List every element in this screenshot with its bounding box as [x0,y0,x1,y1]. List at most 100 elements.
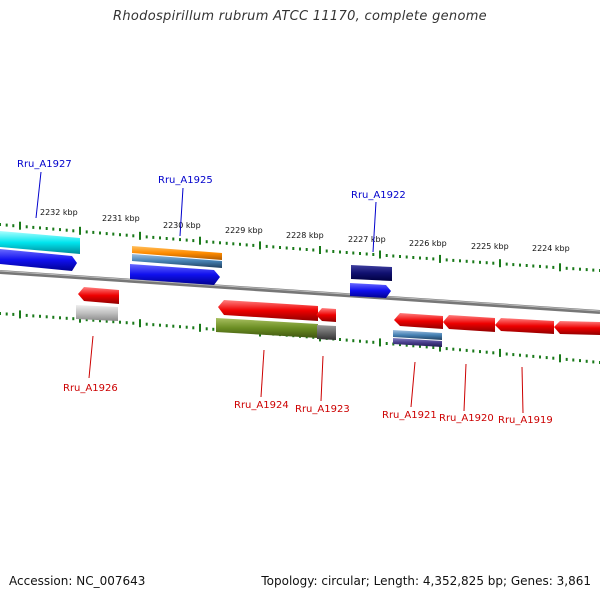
minor-tick [59,316,61,320]
gene-label-reverse[interactable]: Rru_A1921 [382,410,437,421]
minor-tick [172,237,175,241]
minor-tick [419,344,421,348]
gene-feature-red[interactable] [316,308,336,322]
minor-tick [512,353,515,357]
gene-feature-blue[interactable] [0,249,77,271]
major-tick [439,343,441,352]
minor-tick [525,354,528,358]
minor-tick [12,312,15,316]
minor-tick [412,344,415,348]
kbp-label: 2228 kbp [286,231,324,240]
gene-feature-steel[interactable] [393,330,442,340]
minor-tick [172,324,175,328]
gene-feature-gray[interactable] [76,305,118,321]
gene-feature-olive[interactable] [216,318,318,338]
minor-tick [85,318,88,322]
minor-tick [92,318,95,322]
gene-feature-red[interactable] [218,300,318,321]
minor-tick [539,264,541,268]
minor-tick [345,251,348,254]
minor-tick [185,325,188,329]
minor-tick [0,312,1,315]
minor-tick [565,266,568,270]
minor-tick [312,248,315,252]
minor-tick [279,246,281,249]
minor-tick [59,228,61,232]
gene-label-reverse[interactable]: Rru_A1923 [295,404,350,415]
minor-tick [252,243,255,247]
gene-feature-orange[interactable] [132,246,222,260]
minor-tick [452,347,455,351]
minor-tick [159,323,161,327]
minor-tick [359,252,361,255]
major-tick [79,226,81,235]
gene-label-reverse[interactable]: Rru_A1924 [234,400,289,411]
kbp-label: 2224 kbp [532,244,570,253]
major-tick [499,348,501,357]
minor-tick [212,240,215,244]
gene-feature-cyan[interactable] [0,231,80,254]
gene-feature-red[interactable] [554,321,600,335]
minor-tick [565,357,568,361]
minor-tick [545,356,548,360]
minor-tick [285,246,288,250]
minor-tick [392,254,395,258]
gene-label-reverse[interactable]: Rru_A1926 [63,383,118,394]
leader-lines [35,171,524,414]
minor-tick [332,250,335,253]
minor-tick [119,233,121,237]
genome-title: Rhodospirillum rubrum ATCC 11170, comple… [113,9,487,24]
minor-tick [365,252,368,256]
gene-label-reverse[interactable]: Rru_A1920 [439,413,494,424]
kbp-label: 2232 kbp [40,208,78,217]
minor-tick [112,320,115,324]
gene-feature-blue[interactable] [130,264,220,285]
minor-tick [99,319,101,323]
gene-feature-red[interactable] [394,313,443,329]
gene-feature-red[interactable] [495,318,554,334]
minor-tick [585,359,588,363]
gene-feature-purple[interactable] [393,338,442,347]
minor-tick [359,339,361,343]
minor-tick [39,226,41,230]
minor-tick [572,267,575,271]
minor-tick [579,359,581,363]
minor-tick [385,254,388,257]
major-tick [19,310,21,319]
minor-tick [399,343,401,347]
kbp-label: 2229 kbp [225,226,263,235]
minor-tick [519,263,521,267]
minor-tick [39,314,41,318]
gene-feature-navy[interactable] [351,265,392,281]
minor-tick [545,265,548,269]
minor-tick [592,268,595,272]
gene-feature-red[interactable] [443,315,495,332]
minor-tick [352,251,355,255]
genome-backbone [0,270,600,314]
minor-tick [459,259,461,263]
minor-tick [465,259,468,263]
gene-label-forward[interactable]: Rru_A1927 [17,159,72,170]
gene-label-reverse[interactable]: Rru_A1919 [498,415,553,426]
minor-tick [132,234,135,238]
minor-tick [579,267,581,271]
minor-tick [25,313,28,317]
minor-tick [532,354,535,358]
gene-labels: Rru_A1927 Rru_A1925 Rru_A1922 Rru_A1926 … [17,159,553,426]
minor-tick [225,241,228,245]
gene-feature-blue[interactable] [350,283,391,298]
major-tick [379,250,381,259]
minor-tick [65,316,68,320]
minor-tick [365,340,368,344]
gene-feature-steel[interactable] [132,254,222,268]
minor-tick [5,312,8,316]
minor-tick [372,253,375,256]
minor-tick [239,242,241,246]
gene-label-forward[interactable]: Rru_A1925 [158,175,213,186]
minor-tick [339,250,341,254]
minor-tick [472,349,475,353]
gene-feature-red[interactable] [78,287,119,304]
gene-feature-dark[interactable] [317,325,336,340]
gene-label-forward[interactable]: Rru_A1922 [351,190,406,201]
